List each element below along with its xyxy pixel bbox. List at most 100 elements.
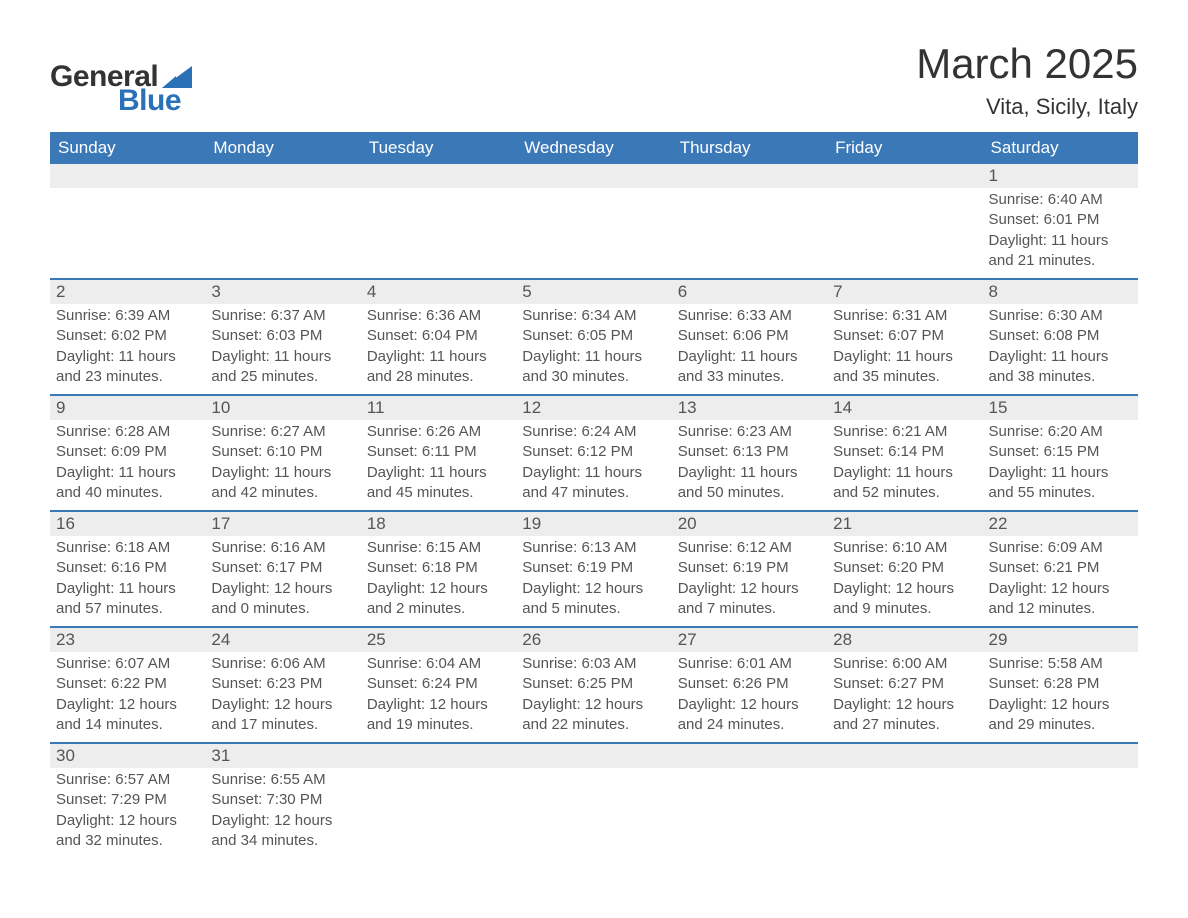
date-number: 18 — [361, 512, 516, 536]
sunset-text: Sunset: 6:17 PM — [211, 558, 354, 578]
calendar-cell: Sunrise: 6:55 AMSunset: 7:30 PMDaylight:… — [205, 768, 360, 858]
logo-text-blue: Blue — [118, 84, 181, 118]
sunrise-text: Sunrise: 6:39 AM — [56, 306, 199, 326]
page-location: Vita, Sicily, Italy — [916, 94, 1138, 120]
calendar-cell: Sunrise: 6:15 AMSunset: 6:18 PMDaylight:… — [361, 536, 516, 626]
date-strip: 1 — [50, 164, 1138, 188]
date-number: 23 — [50, 628, 205, 652]
cell-body — [516, 188, 671, 192]
daylight-text: Daylight: 11 hours and 42 minutes. — [211, 463, 354, 504]
week-row: 9101112131415Sunrise: 6:28 AMSunset: 6:0… — [50, 396, 1138, 512]
calendar-cell — [50, 188, 205, 278]
date-number: 26 — [516, 628, 671, 652]
date-number: 1 — [983, 164, 1138, 188]
sunrise-text: Sunrise: 6:00 AM — [833, 654, 976, 674]
calendar-cell: Sunrise: 6:00 AMSunset: 6:27 PMDaylight:… — [827, 652, 982, 742]
cell-body: Sunrise: 6:15 AMSunset: 6:18 PMDaylight:… — [361, 536, 516, 621]
calendar: Sunday Monday Tuesday Wednesday Thursday… — [50, 132, 1138, 858]
cell-body: Sunrise: 6:28 AMSunset: 6:09 PMDaylight:… — [50, 420, 205, 505]
date-strip: 3031 — [50, 744, 1138, 768]
sunrise-text: Sunrise: 6:10 AM — [833, 538, 976, 558]
sunrise-text: Sunrise: 6:57 AM — [56, 770, 199, 790]
sunset-text: Sunset: 6:24 PM — [367, 674, 510, 694]
daylight-text: Daylight: 11 hours and 55 minutes. — [989, 463, 1132, 504]
date-number: 5 — [516, 280, 671, 304]
sunset-text: Sunset: 6:07 PM — [833, 326, 976, 346]
sunset-text: Sunset: 6:21 PM — [989, 558, 1132, 578]
date-number: 30 — [50, 744, 205, 768]
date-number — [361, 164, 516, 188]
sunrise-text: Sunrise: 6:23 AM — [678, 422, 821, 442]
date-number: 10 — [205, 396, 360, 420]
date-number: 6 — [672, 280, 827, 304]
date-number — [361, 744, 516, 768]
calendar-cell: Sunrise: 6:13 AMSunset: 6:19 PMDaylight:… — [516, 536, 671, 626]
sunset-text: Sunset: 6:19 PM — [678, 558, 821, 578]
sunset-text: Sunset: 6:20 PM — [833, 558, 976, 578]
date-number — [983, 744, 1138, 768]
sunset-text: Sunset: 6:26 PM — [678, 674, 821, 694]
date-number: 8 — [983, 280, 1138, 304]
day-header-row: Sunday Monday Tuesday Wednesday Thursday… — [50, 132, 1138, 164]
daylight-text: Daylight: 11 hours and 25 minutes. — [211, 347, 354, 388]
daylight-text: Daylight: 12 hours and 7 minutes. — [678, 579, 821, 620]
calendar-cell: Sunrise: 6:39 AMSunset: 6:02 PMDaylight:… — [50, 304, 205, 394]
calendar-cell — [361, 768, 516, 858]
calendar-cell — [205, 188, 360, 278]
cell-body: Sunrise: 6:12 AMSunset: 6:19 PMDaylight:… — [672, 536, 827, 621]
date-number: 21 — [827, 512, 982, 536]
sunset-text: Sunset: 6:18 PM — [367, 558, 510, 578]
cell-body: Sunrise: 6:24 AMSunset: 6:12 PMDaylight:… — [516, 420, 671, 505]
cell-body — [672, 188, 827, 192]
daylight-text: Daylight: 11 hours and 50 minutes. — [678, 463, 821, 504]
week-row: 23242526272829Sunrise: 6:07 AMSunset: 6:… — [50, 628, 1138, 744]
calendar-cell: Sunrise: 6:24 AMSunset: 6:12 PMDaylight:… — [516, 420, 671, 510]
sunrise-text: Sunrise: 6:04 AM — [367, 654, 510, 674]
calendar-cell: Sunrise: 6:30 AMSunset: 6:08 PMDaylight:… — [983, 304, 1138, 394]
daylight-text: Daylight: 12 hours and 2 minutes. — [367, 579, 510, 620]
daylight-text: Daylight: 11 hours and 28 minutes. — [367, 347, 510, 388]
calendar-cell — [516, 768, 671, 858]
cell-body: Sunrise: 6:34 AMSunset: 6:05 PMDaylight:… — [516, 304, 671, 389]
day-header-monday: Monday — [205, 132, 360, 164]
date-number: 4 — [361, 280, 516, 304]
cell-body: Sunrise: 6:06 AMSunset: 6:23 PMDaylight:… — [205, 652, 360, 737]
sunset-text: Sunset: 6:14 PM — [833, 442, 976, 462]
cell-body: Sunrise: 6:37 AMSunset: 6:03 PMDaylight:… — [205, 304, 360, 389]
cell-body: Sunrise: 6:36 AMSunset: 6:04 PMDaylight:… — [361, 304, 516, 389]
calendar-cell — [672, 768, 827, 858]
calendar-cell — [827, 188, 982, 278]
sunrise-text: Sunrise: 6:34 AM — [522, 306, 665, 326]
date-number: 11 — [361, 396, 516, 420]
day-header-saturday: Saturday — [983, 132, 1138, 164]
sunset-text: Sunset: 6:27 PM — [833, 674, 976, 694]
calendar-cell: Sunrise: 6:34 AMSunset: 6:05 PMDaylight:… — [516, 304, 671, 394]
sunrise-text: Sunrise: 6:28 AM — [56, 422, 199, 442]
daylight-text: Daylight: 11 hours and 57 minutes. — [56, 579, 199, 620]
sunset-text: Sunset: 6:02 PM — [56, 326, 199, 346]
calendar-cell: Sunrise: 6:40 AMSunset: 6:01 PMDaylight:… — [983, 188, 1138, 278]
week-row: 1Sunrise: 6:40 AMSunset: 6:01 PMDaylight… — [50, 164, 1138, 280]
calendar-cell: Sunrise: 6:37 AMSunset: 6:03 PMDaylight:… — [205, 304, 360, 394]
cell-body: Sunrise: 6:01 AMSunset: 6:26 PMDaylight:… — [672, 652, 827, 737]
daylight-text: Daylight: 12 hours and 5 minutes. — [522, 579, 665, 620]
daylight-text: Daylight: 11 hours and 45 minutes. — [367, 463, 510, 504]
week-row: 16171819202122Sunrise: 6:18 AMSunset: 6:… — [50, 512, 1138, 628]
sunset-text: Sunset: 6:13 PM — [678, 442, 821, 462]
daylight-text: Daylight: 11 hours and 38 minutes. — [989, 347, 1132, 388]
calendar-cell: Sunrise: 5:58 AMSunset: 6:28 PMDaylight:… — [983, 652, 1138, 742]
date-number — [672, 744, 827, 768]
sunset-text: Sunset: 6:11 PM — [367, 442, 510, 462]
date-number: 3 — [205, 280, 360, 304]
sunrise-text: Sunrise: 6:26 AM — [367, 422, 510, 442]
cell-body: Sunrise: 6:13 AMSunset: 6:19 PMDaylight:… — [516, 536, 671, 621]
cell-body: Sunrise: 6:27 AMSunset: 6:10 PMDaylight:… — [205, 420, 360, 505]
calendar-cell — [983, 768, 1138, 858]
date-number — [827, 744, 982, 768]
date-number — [516, 744, 671, 768]
cell-body: Sunrise: 6:09 AMSunset: 6:21 PMDaylight:… — [983, 536, 1138, 621]
daylight-text: Daylight: 11 hours and 35 minutes. — [833, 347, 976, 388]
week-body-row: Sunrise: 6:39 AMSunset: 6:02 PM Daylight:… — [50, 304, 1138, 394]
calendar-cell: Sunrise: 6:27 AMSunset: 6:10 PMDaylight:… — [205, 420, 360, 510]
date-number: 25 — [361, 628, 516, 652]
